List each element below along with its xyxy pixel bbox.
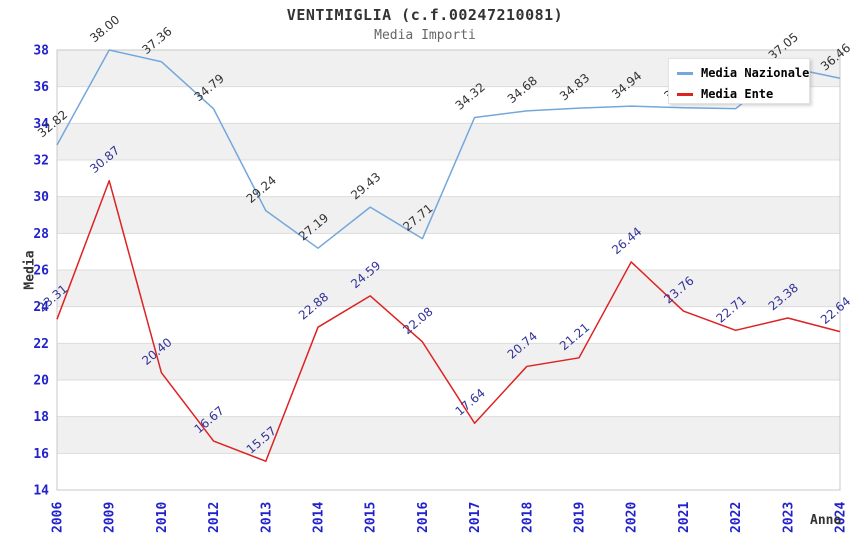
legend-item-media-nazionale: Media Nazionale [677,66,809,80]
plot-band [57,196,840,234]
nazionale-line-swatch-icon [677,71,693,75]
x-tick-label: 2021 [677,502,692,533]
x-tick-label: 2018 [520,502,535,533]
legend-label-nazionale: Media Nazionale [701,66,810,80]
y-tick-label: 30 [33,190,49,205]
x-tick-label: 2024 [834,502,849,533]
plot-band [57,270,840,307]
x-tick-label: 2017 [468,502,483,533]
y-tick-label: 28 [33,227,49,242]
plot-band [57,416,840,454]
x-tick-label: 2010 [155,502,170,533]
x-tick-label: 2016 [416,502,431,533]
y-tick-label: 22 [33,337,49,352]
x-tick-label: 2015 [364,502,379,533]
y-tick-label: 24 [33,300,49,315]
y-tick-label: 32 [33,154,49,169]
ente-line-swatch-icon [677,92,693,96]
plot-border [56,49,841,491]
plot-band [57,233,840,270]
x-tick-label: 2009 [103,502,118,533]
plot-band [57,123,840,160]
plot-band [57,453,840,490]
y-tick-label: 36 [33,80,49,95]
legend-label-ente: Media Ente [701,87,774,101]
plot-band [57,343,840,380]
legend-item-media-ente: Media Ente [677,87,809,101]
x-tick-label: 2023 [781,502,796,533]
plot-band [57,306,840,344]
chart-subtitle: Media Importi [374,28,476,43]
x-tick-label: 2013 [259,502,274,533]
y-tick-label: 26 [33,264,49,279]
y-tick-label: 20 [33,374,49,389]
nazionale-line [56,49,841,249]
x-axis-title: Anno [810,513,842,528]
y-axis-title: Media [22,250,38,290]
y-tick-label: 34 [33,117,49,132]
x-tick-label: 2019 [573,502,588,533]
plot-band [57,380,840,417]
y-tick-label: 38 [33,44,49,59]
x-tick-label: 2014 [312,502,327,533]
y-tick-label: 16 [33,447,49,462]
x-tick-label: 2020 [625,502,640,533]
y-tick-label: 14 [33,484,49,499]
y-tick-label: 18 [33,410,49,425]
chart-title: VENTIMIGLIA (c.f.00247210081) [286,6,564,24]
x-tick-label: 2022 [729,502,744,533]
legend: Media Nazionale Media Ente [668,58,810,104]
x-tick-label: 2006 [51,502,66,533]
ente-line [56,179,841,462]
x-tick-label: 2012 [207,502,222,533]
